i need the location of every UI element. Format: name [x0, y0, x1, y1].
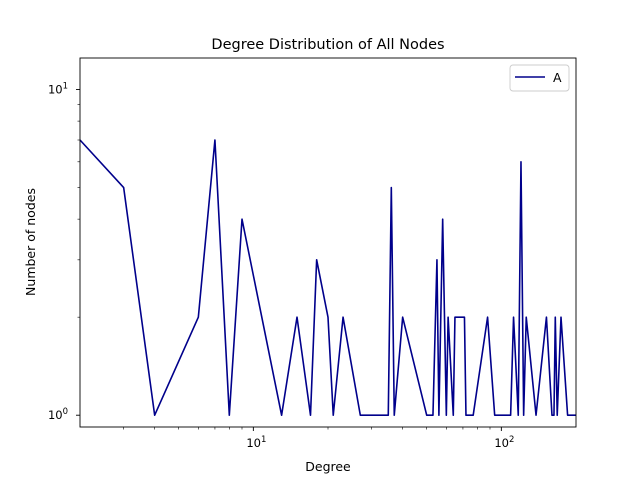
x-axis-label: Degree — [305, 459, 351, 474]
axis-ticks: 101 102 100 101 — [48, 82, 514, 450]
x-tick-label: 101 — [246, 435, 266, 450]
plot-area — [80, 58, 576, 427]
y-tick-label: 100 — [48, 407, 68, 422]
legend: A — [509, 64, 570, 92]
series-line — [79, 139, 576, 417]
y-axis-label: Number of nodes — [23, 188, 38, 296]
x-tick-label: 102 — [494, 435, 514, 450]
chart-title: Degree Distribution of All Nodes — [211, 37, 444, 53]
legend-label: A — [553, 70, 562, 85]
plot-frame — [79, 57, 577, 428]
y-tick-label: 101 — [48, 82, 68, 97]
legend-box — [509, 64, 570, 92]
